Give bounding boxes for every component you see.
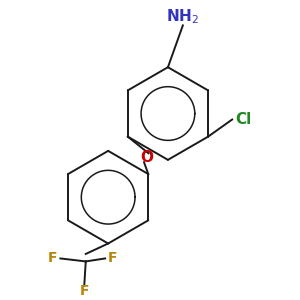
Text: F: F <box>48 251 58 266</box>
Text: Cl: Cl <box>235 112 251 127</box>
Text: F: F <box>108 251 117 266</box>
Text: F: F <box>80 284 89 298</box>
Text: NH$_2$: NH$_2$ <box>167 7 200 26</box>
Text: O: O <box>140 150 154 165</box>
